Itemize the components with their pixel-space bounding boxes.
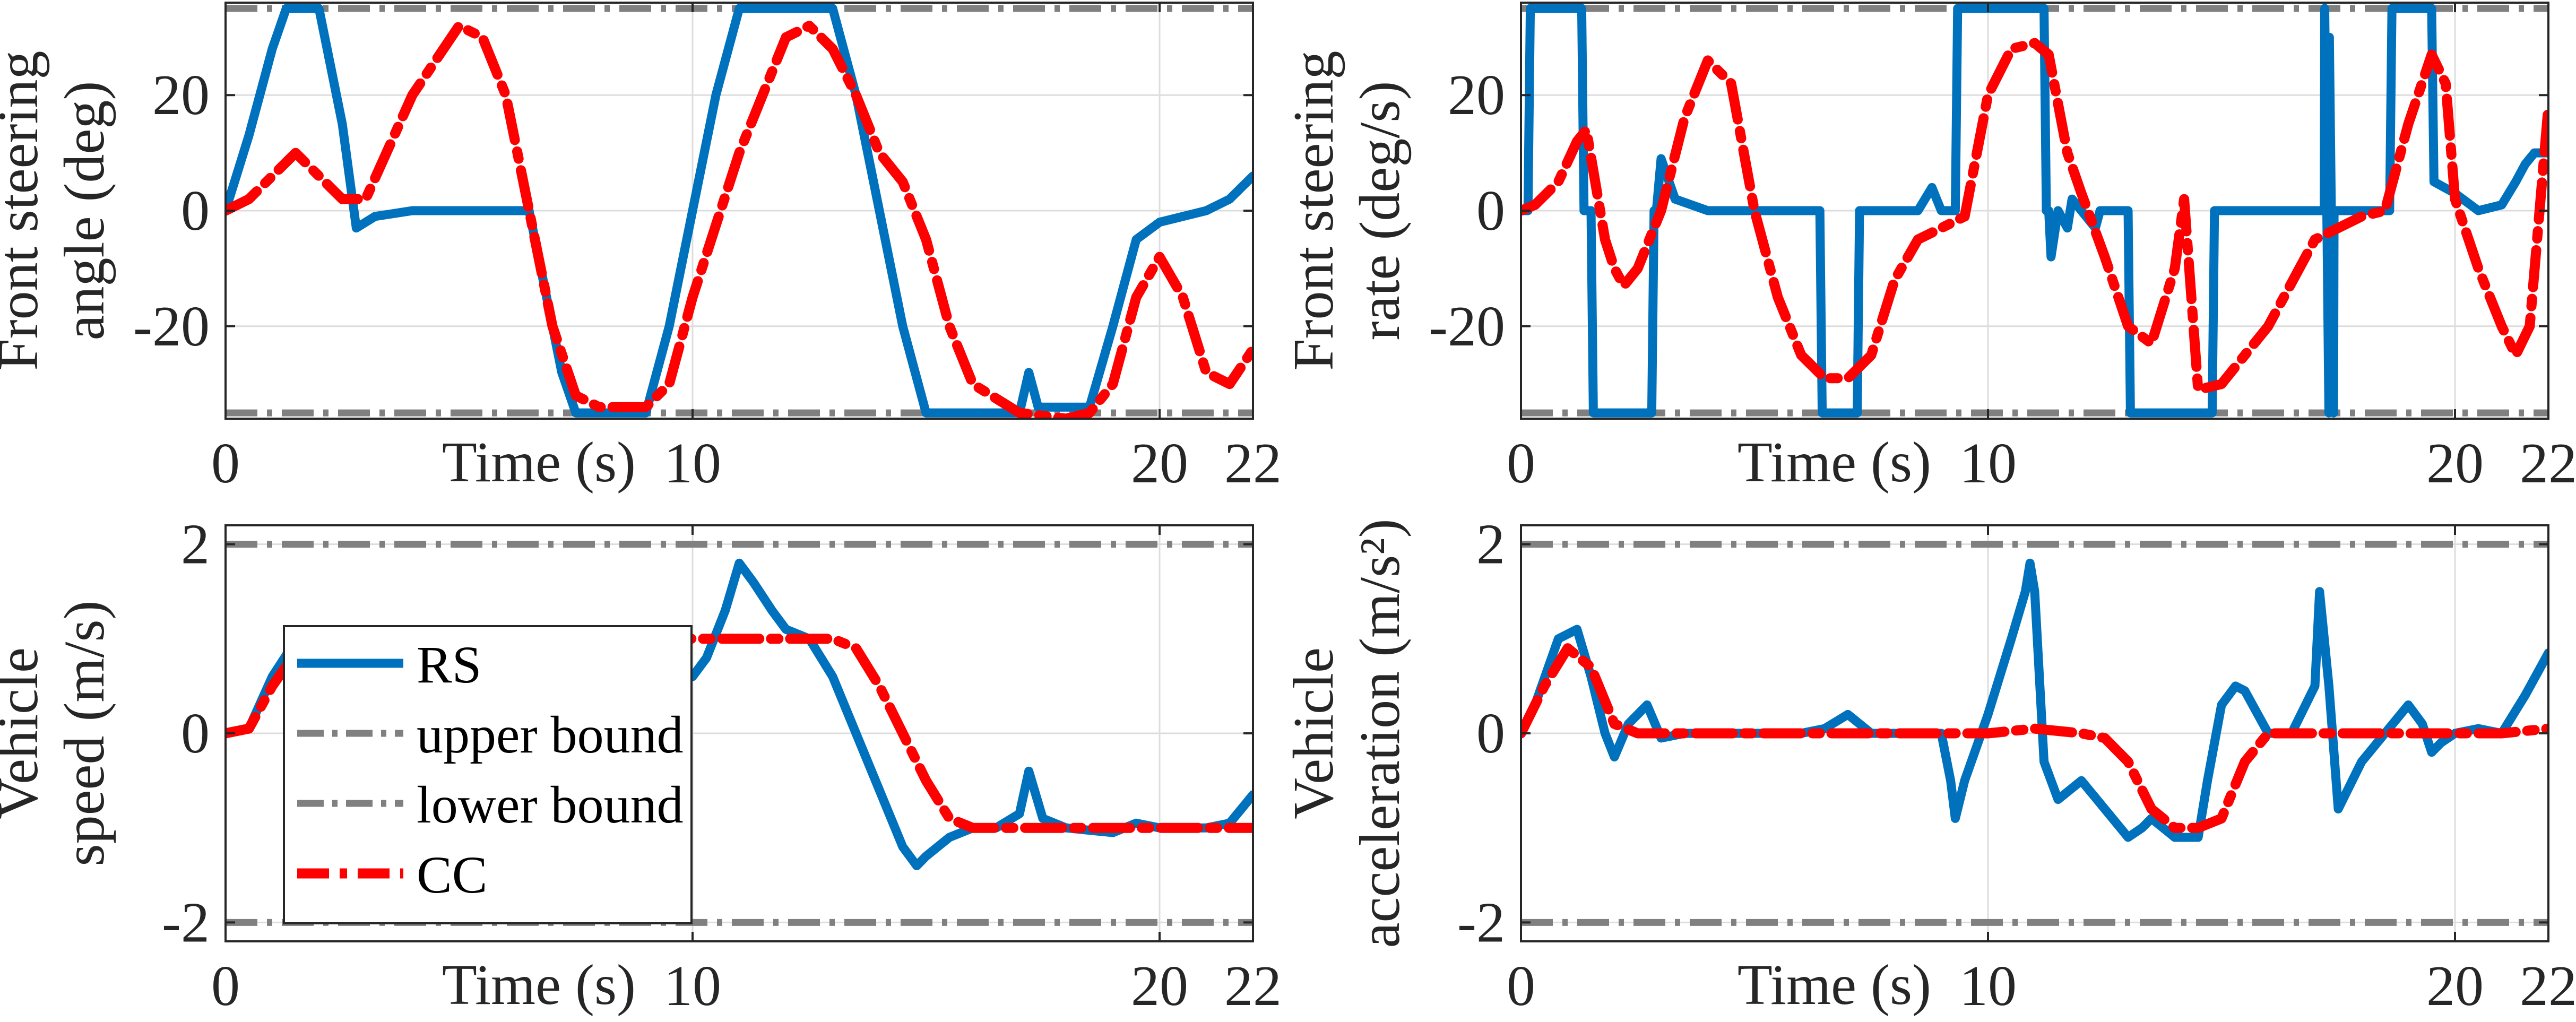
series-rs-line <box>1521 4 2548 418</box>
x-tick-label: 10 <box>1959 955 2017 1018</box>
y-tick-label: 2 <box>1476 513 1505 576</box>
x-axis-label: Time (s) <box>1737 431 1931 494</box>
y-axis-label-line-2: angle (deg) <box>53 81 116 341</box>
y-tick-label: -20 <box>1429 295 1505 358</box>
x-tick-label: 22 <box>1224 955 1282 1018</box>
series-cc-line <box>1521 38 2548 395</box>
x-tick-label: 0 <box>1507 432 1535 495</box>
x-tick-label: 0 <box>211 955 240 1018</box>
y-axis-label-line-2: rate (deg/s) <box>1348 81 1412 341</box>
x-tick-label: 0 <box>1507 955 1535 1018</box>
x-tick-label: 0 <box>211 432 240 495</box>
legend-label-upper-bound: upper bound <box>417 705 684 764</box>
x-tick-label: 22 <box>2520 432 2576 495</box>
x-axis-label: Time (s) <box>442 431 636 494</box>
subplot-1: 0 10 20 22 -20 0 20 Time (s) Front steering angle… <box>0 2 1282 495</box>
legend-label-cc: CC <box>417 845 487 904</box>
x-tick-label: 10 <box>1959 432 2017 495</box>
series-cc-line <box>1521 643 2548 833</box>
y-tick-label: 2 <box>181 513 210 576</box>
legend-label-rs: RS <box>417 635 481 694</box>
x-tick-label: 20 <box>1131 432 1188 495</box>
y-tick-label: -20 <box>133 295 210 358</box>
y-tick-label: -2 <box>162 891 210 954</box>
y-tick-label: 20 <box>1448 64 1505 127</box>
y-tick-label: 0 <box>181 702 210 765</box>
x-axis-label: Time (s) <box>442 954 636 1017</box>
y-tick-label: 0 <box>1476 702 1505 765</box>
y-axis-label-line-2: acceleration (m/s²) <box>1348 519 1412 948</box>
x-tick-label: 20 <box>1131 955 1188 1018</box>
x-tick-label: 20 <box>2426 432 2484 495</box>
series-cc-line <box>226 21 1253 419</box>
y-tick-label: 0 <box>1476 179 1505 242</box>
y-axis-label-line-1: Vehicle <box>0 647 50 819</box>
x-tick-label: 20 <box>2426 955 2484 1018</box>
y-axis-label-line-1: Front steering <box>1282 51 1345 371</box>
subplot-2: 0 10 20 22 -20 0 20 Time (s) Front steering rate … <box>1282 2 2576 495</box>
series-rs-line <box>226 4 1253 418</box>
x-tick-label: 22 <box>2520 955 2576 1018</box>
x-tick-label: 22 <box>1224 432 1282 495</box>
x-tick-label: 10 <box>664 955 721 1018</box>
y-axis-label-line-2: speed (m/s) <box>53 601 116 867</box>
y-tick-label: 0 <box>181 179 210 242</box>
y-tick-label: 20 <box>152 64 210 127</box>
y-axis-label-line-1: Vehicle <box>1282 647 1345 819</box>
x-axis-label: Time (s) <box>1737 954 1931 1017</box>
x-tick-label: 10 <box>664 432 721 495</box>
y-tick-label: -2 <box>1457 891 1505 954</box>
legend-box <box>283 625 693 924</box>
legend-label-lower-bound: lower bound <box>417 775 684 834</box>
legend: RS upper bound lower bound CC <box>283 625 693 924</box>
y-axis-label-line-1: Front steering <box>0 51 50 371</box>
